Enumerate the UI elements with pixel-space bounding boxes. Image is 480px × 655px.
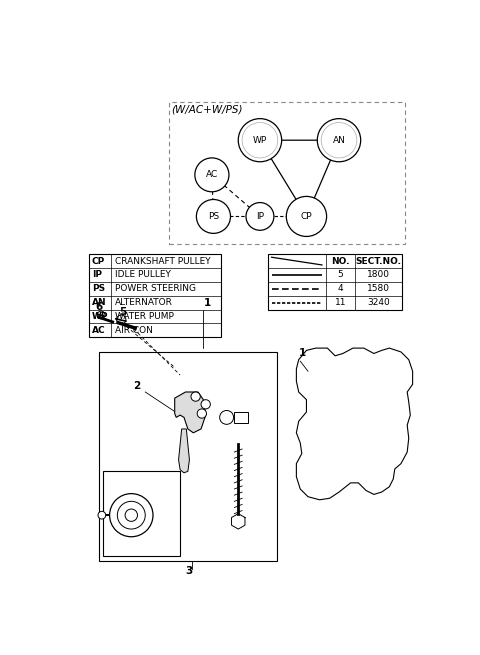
- Circle shape: [317, 119, 360, 162]
- Circle shape: [242, 122, 278, 158]
- Text: 11: 11: [335, 298, 346, 307]
- Text: CP: CP: [300, 212, 312, 221]
- Bar: [268, 254, 402, 310]
- Circle shape: [109, 494, 153, 536]
- Text: PS: PS: [92, 284, 105, 293]
- Bar: [168, 102, 405, 244]
- Text: IDLE PULLEY: IDLE PULLEY: [115, 271, 171, 280]
- Circle shape: [97, 311, 105, 319]
- Text: 1: 1: [299, 348, 306, 358]
- Circle shape: [246, 202, 274, 231]
- Text: NO.: NO.: [331, 257, 350, 265]
- Bar: [99, 352, 277, 561]
- Text: 2: 2: [133, 381, 141, 391]
- Polygon shape: [296, 348, 413, 500]
- Text: 1580: 1580: [367, 284, 390, 293]
- Circle shape: [286, 196, 326, 236]
- Text: ALTERNATOR: ALTERNATOR: [115, 298, 173, 307]
- Text: IP: IP: [256, 212, 264, 221]
- Text: AIR CON: AIR CON: [115, 326, 153, 335]
- Circle shape: [117, 501, 145, 529]
- Text: (W/AC+W/PS): (W/AC+W/PS): [172, 105, 243, 115]
- Text: 4: 4: [338, 284, 343, 293]
- Circle shape: [321, 122, 357, 158]
- Polygon shape: [179, 429, 190, 473]
- Text: AN: AN: [92, 298, 107, 307]
- Circle shape: [191, 392, 200, 402]
- Text: 5: 5: [337, 271, 343, 280]
- Text: 1: 1: [204, 298, 211, 308]
- Bar: [89, 254, 221, 337]
- Text: 6: 6: [96, 301, 103, 312]
- Text: AC: AC: [206, 170, 218, 179]
- Text: PS: PS: [208, 212, 219, 221]
- Bar: [234, 412, 248, 422]
- Text: 3: 3: [186, 566, 193, 576]
- Circle shape: [197, 409, 206, 418]
- Text: 5: 5: [120, 307, 127, 317]
- Circle shape: [220, 411, 234, 424]
- Circle shape: [195, 158, 229, 192]
- Text: 3240: 3240: [367, 298, 390, 307]
- Circle shape: [98, 512, 106, 519]
- Text: AC: AC: [92, 326, 106, 335]
- Circle shape: [196, 200, 230, 233]
- Text: IP: IP: [92, 271, 102, 280]
- Polygon shape: [175, 392, 206, 433]
- Text: CP: CP: [92, 257, 105, 265]
- Text: AN: AN: [333, 136, 346, 145]
- Circle shape: [238, 119, 282, 162]
- Text: SECT.NO.: SECT.NO.: [356, 257, 402, 265]
- Text: 1800: 1800: [367, 271, 390, 280]
- Text: POWER STEERING: POWER STEERING: [115, 284, 196, 293]
- Text: WP: WP: [92, 312, 108, 321]
- Circle shape: [125, 509, 137, 521]
- Circle shape: [117, 315, 126, 324]
- Text: WP: WP: [253, 136, 267, 145]
- Circle shape: [201, 400, 210, 409]
- Text: CRANKSHAFT PULLEY: CRANKSHAFT PULLEY: [115, 257, 211, 265]
- Bar: [103, 472, 180, 556]
- Text: WATER PUMP: WATER PUMP: [115, 312, 174, 321]
